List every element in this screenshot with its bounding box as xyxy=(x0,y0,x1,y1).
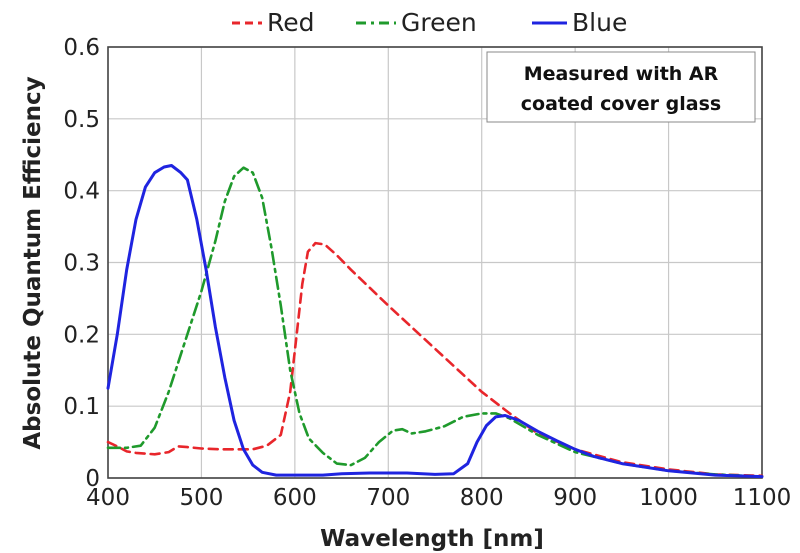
y-tick-label: 0.2 xyxy=(63,322,100,348)
series-line-blue xyxy=(106,164,764,479)
plot-frame xyxy=(107,46,763,479)
y-tick-label: 0.3 xyxy=(63,251,100,277)
x-axis-ticks: 400 500 600 700 800 900 1000 1100 xyxy=(86,485,791,511)
legend-label-blue: Blue xyxy=(572,8,627,37)
x-tick-label: 1000 xyxy=(639,485,698,511)
y-axis-label: Absolute Quantum Efficiency xyxy=(20,76,46,449)
annotation-line-2: coated cover glass xyxy=(521,93,721,115)
y-tick-label: 0.6 xyxy=(63,35,100,61)
legend-label-green: Green xyxy=(401,8,477,37)
y-axis-ticks: 0 0.1 0.2 0.3 0.4 0.5 0.6 xyxy=(63,35,100,492)
series-line-green xyxy=(106,166,764,478)
y-tick-label: 0.1 xyxy=(63,394,100,420)
legend-item-green: Green xyxy=(356,8,477,37)
y-tick-label: 0 xyxy=(85,466,100,492)
legend-item-red: Red xyxy=(232,8,315,37)
legend-item-blue: Blue xyxy=(532,8,627,37)
x-tick-label: 700 xyxy=(366,485,410,511)
x-tick-label: 400 xyxy=(86,485,130,511)
x-axis-label: Wavelength [nm] xyxy=(320,526,544,552)
x-tick-label: 600 xyxy=(273,485,317,511)
x-tick-label: 1100 xyxy=(733,485,792,511)
x-tick-label: 900 xyxy=(553,485,597,511)
series-layer xyxy=(106,164,764,479)
legend-label-red: Red xyxy=(267,8,315,37)
annotation-box: Measured with AR coated cover glass xyxy=(486,51,756,123)
x-tick-label: 500 xyxy=(179,485,223,511)
legend: Red Green Blue xyxy=(232,8,627,37)
x-tick-label: 800 xyxy=(460,485,504,511)
y-tick-label: 0.4 xyxy=(63,179,100,205)
y-tick-label: 0.5 xyxy=(63,107,100,133)
annotation-line-1: Measured with AR xyxy=(524,63,719,85)
